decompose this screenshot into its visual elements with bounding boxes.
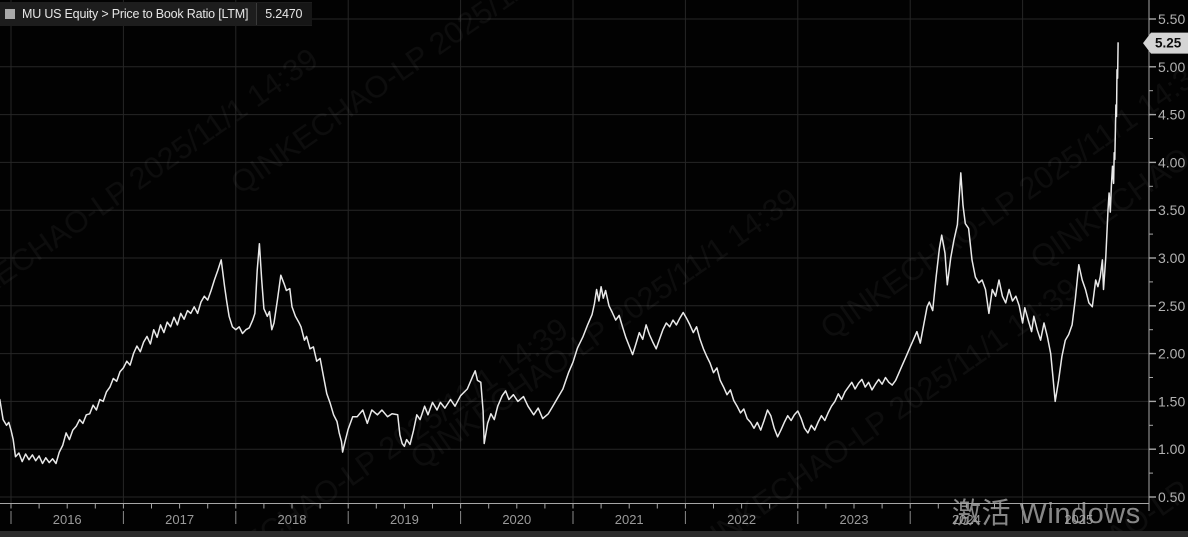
x-axis-year-label: 2021 xyxy=(615,512,644,527)
y-axis-label: 4.50 xyxy=(1158,107,1185,123)
gridlines xyxy=(0,0,1149,503)
y-axis-label: 1.50 xyxy=(1158,393,1185,409)
y-axis: 5.50 5.00 4.50 4.00 3.50 3.00 2.50 2.00 1.50 1.00… xyxy=(1149,11,1185,505)
last-price-tag: 5.25 xyxy=(1143,32,1188,54)
y-axis-label: 5.00 xyxy=(1158,59,1185,75)
x-axis-year-label: 2019 xyxy=(390,512,419,527)
x-axis-year-label: 2016 xyxy=(53,512,82,527)
x-axis-year-label: 2025 xyxy=(1064,512,1093,527)
chart-plot-area[interactable] xyxy=(0,0,1149,504)
chart-title[interactable]: MU US Equity > Price to Book Ratio [LTM] xyxy=(22,7,249,21)
y-axis-label: 2.50 xyxy=(1158,298,1185,314)
y-axis-label: 1.00 xyxy=(1158,441,1185,457)
y-axis-label: 3.50 xyxy=(1158,202,1185,218)
chart-legend-bar: MU US Equity > Price to Book Ratio [LTM]… xyxy=(0,2,313,26)
price-line xyxy=(0,42,1119,465)
last-price-tag-label: 5.25 xyxy=(1155,36,1182,51)
x-axis: 2016 2017 2018 2019 2020 2021 2022 2023 2024 2025 xyxy=(10,504,1108,527)
y-axis-label: 3.00 xyxy=(1158,250,1185,266)
x-axis-year-label: 2020 xyxy=(502,512,531,527)
y-axis-label: 5.50 xyxy=(1158,11,1185,27)
axes xyxy=(0,0,1150,511)
x-axis-year-label: 2022 xyxy=(727,512,756,527)
x-axis-year-label: 2017 xyxy=(165,512,194,527)
y-axis-label: 0.50 xyxy=(1158,489,1185,505)
y-axis-label: 4.00 xyxy=(1158,154,1185,170)
y-axis-label: 2.00 xyxy=(1158,346,1185,362)
last-price-tag-shape xyxy=(1143,32,1188,54)
legend-series-swatch-icon xyxy=(5,9,15,19)
window-bottom-edge xyxy=(0,531,1188,537)
x-axis-year-label: 2018 xyxy=(278,512,307,527)
x-axis-year-label: 2024 xyxy=(952,512,981,527)
x-axis-year-label: 2023 xyxy=(840,512,869,527)
last-value-readout: 5.2470 xyxy=(256,3,313,25)
